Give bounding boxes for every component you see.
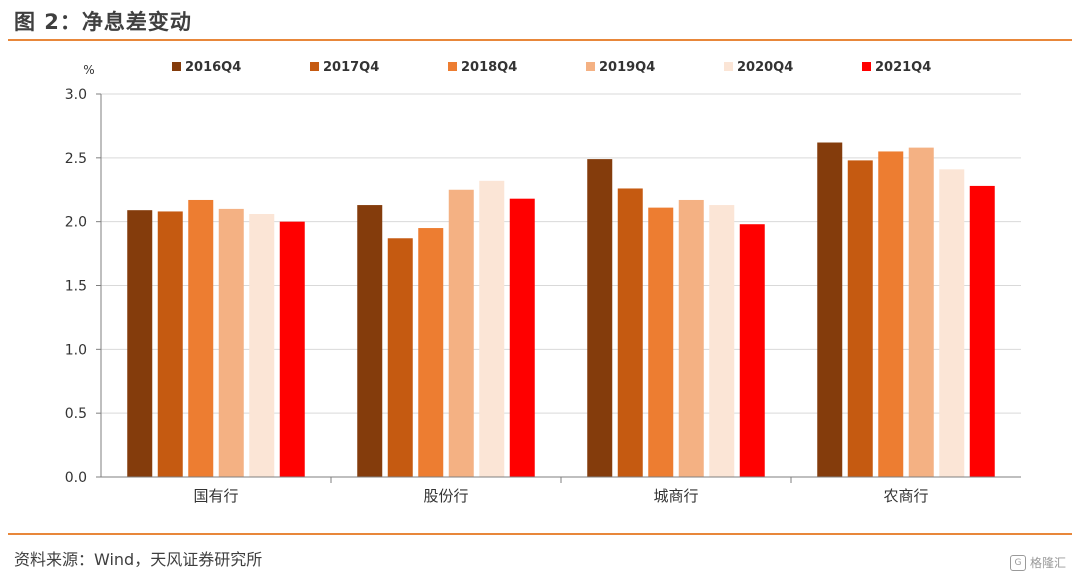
logo-icon: G [1009, 554, 1026, 571]
bar-2016Q4-1 [357, 205, 383, 477]
top-rule [8, 39, 1072, 41]
bars [127, 142, 995, 478]
y-tick-label: 0.0 [65, 470, 87, 486]
legend-swatch [724, 62, 733, 71]
bar-2020Q4-3 [939, 169, 965, 477]
bar-2020Q4-0 [249, 214, 275, 478]
bar-2020Q4-2 [709, 205, 735, 477]
bar-2016Q4-2 [587, 159, 613, 478]
bar-2016Q4-3 [817, 142, 843, 477]
bar-2017Q4-3 [847, 160, 873, 478]
source-note: 资料来源：Wind，天风证券研究所 [14, 550, 263, 569]
x-tick-label: 国有行 [193, 487, 238, 505]
legend-label: 2019Q4 [599, 60, 655, 75]
watermark-text: 格隆汇 [1029, 556, 1066, 570]
legend-label: 2021Q4 [875, 60, 931, 75]
bar-2018Q4-2 [648, 207, 674, 477]
bar-2019Q4-2 [678, 199, 704, 478]
bar-2018Q4-0 [188, 199, 214, 478]
bar-2017Q4-1 [387, 238, 413, 477]
y-axis-unit: % [83, 63, 94, 77]
bar-2021Q4-1 [509, 198, 535, 478]
legend-swatch [862, 62, 871, 71]
y-tick-label: 2.0 [65, 215, 87, 231]
bar-2021Q4-2 [739, 224, 765, 477]
legend-swatch [586, 62, 595, 71]
bar-2021Q4-0 [279, 221, 305, 477]
bar-2019Q4-0 [218, 208, 244, 477]
bar-2018Q4-3 [878, 151, 904, 477]
bar-2020Q4-1 [479, 180, 505, 477]
y-tick-label: 0.5 [65, 406, 87, 422]
figure-title: 图 2：净息差变动 [14, 10, 192, 34]
x-tick-label: 股份行 [423, 487, 468, 505]
watermark: G 格隆汇 [1009, 554, 1066, 571]
y-tick-label: 2.5 [65, 151, 87, 167]
legend-swatch [172, 62, 181, 71]
bar-2017Q4-2 [617, 188, 643, 477]
bar-2016Q4-0 [127, 210, 153, 477]
bar-2021Q4-3 [969, 185, 995, 478]
bar-2017Q4-0 [157, 211, 183, 477]
legend-label: 2017Q4 [323, 60, 379, 75]
bar-2019Q4-1 [448, 189, 474, 477]
legend: 2016Q4 2017Q4 2018Q4 2019Q4 2020Q4 2021Q4 [172, 60, 931, 75]
legend-label: 2018Q4 [461, 60, 517, 75]
y-tick-label: 1.0 [65, 342, 87, 358]
legend-swatch [448, 62, 457, 71]
y-tick-label: 1.5 [65, 279, 87, 295]
axes: 0.0 0.5 1.0 1.5 2.0 2.5 3.0 国有行 股份行 城商行 农商行 [65, 87, 1021, 505]
y-tick-label: 3.0 [65, 87, 87, 103]
bar-2018Q4-1 [418, 228, 444, 477]
x-tick-label: 城商行 [653, 487, 698, 505]
legend-swatch [310, 62, 319, 71]
legend-label: 2016Q4 [185, 60, 241, 75]
bottom-rule [8, 533, 1072, 535]
bar-2019Q4-3 [908, 147, 934, 477]
legend-label: 2020Q4 [737, 60, 793, 75]
x-tick-label: 农商行 [883, 487, 928, 505]
